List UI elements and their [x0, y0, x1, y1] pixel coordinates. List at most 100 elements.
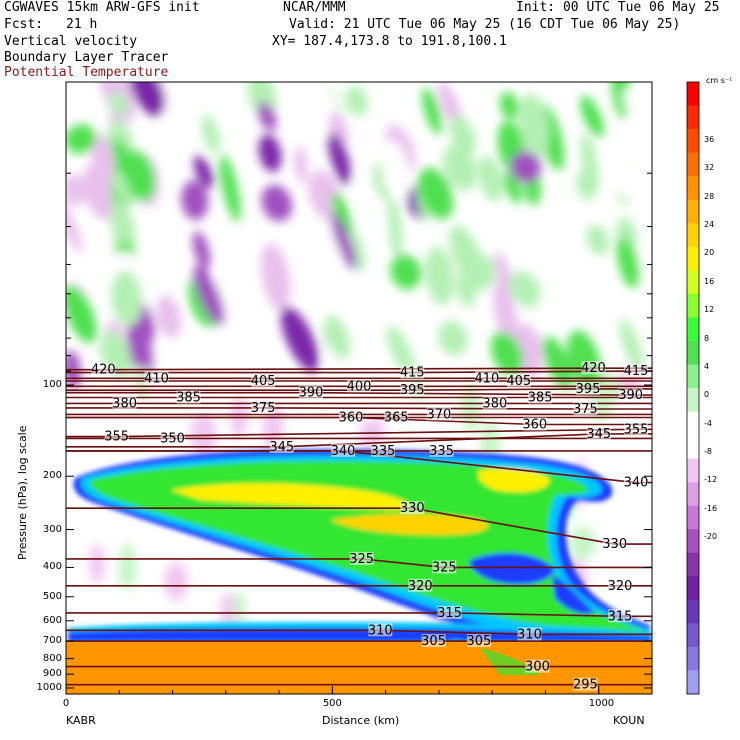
colorbar — [686, 81, 700, 695]
velocity-cell — [156, 295, 182, 339]
fcst-value: 21 h — [66, 17, 98, 32]
theta-label-bg — [251, 400, 276, 414]
init-time: Init: 00 UTC Tue 06 May 25 — [516, 0, 720, 15]
theta-label: 295 — [573, 678, 598, 693]
velocity-cell — [192, 231, 211, 269]
theta-label-bg — [602, 537, 627, 551]
velocity-cell — [494, 251, 513, 292]
velocity-cell — [386, 325, 415, 377]
velocity-cell — [584, 264, 607, 309]
velocity-cell — [438, 320, 468, 356]
y-tick-label: 900 — [42, 668, 62, 680]
theta-label: 375 — [573, 402, 598, 417]
velocity-cell — [418, 167, 454, 220]
velocity-cell — [499, 91, 519, 120]
velocity-cell — [575, 171, 595, 201]
field-bl-tracer: Boundary Layer Tracer — [4, 50, 169, 65]
velocity-cell — [258, 134, 282, 172]
colorbar-swatch — [687, 340, 699, 365]
colorbar-label: 28 — [704, 191, 715, 201]
y-tick-label: 700 — [42, 635, 62, 647]
colorbar-swatch — [687, 223, 699, 248]
y-tick-label: 500 — [42, 590, 62, 602]
x-tick-label: 500 — [322, 698, 342, 709]
theta-label: 360 — [522, 417, 547, 432]
colorbar-swatch — [687, 246, 699, 271]
theta-contours: 295 300 305 305 310 310 315 315 320 320 325 325 330 3… — [66, 361, 652, 693]
theta-label-bg — [429, 443, 454, 457]
velocity-shading: 295 300 305 305 310 310 315 315 320 320 325 325 330 3… — [66, 82, 652, 694]
velocity-cell — [328, 132, 351, 186]
theta-label: 365 — [384, 410, 409, 425]
colorbar-swatch — [687, 82, 699, 107]
velocity-cell — [490, 331, 524, 377]
theta-label: 360 — [339, 410, 364, 425]
velocity-cell — [580, 133, 600, 192]
colorbar-swatch — [687, 364, 699, 389]
theta-line-310 — [66, 629, 652, 636]
theta-label: 345 — [586, 427, 611, 442]
theta-label-bg — [91, 362, 116, 376]
colorbar-swatch — [687, 529, 699, 554]
y-tick-label: 300 — [42, 523, 62, 535]
colorbar-label: -12 — [704, 475, 718, 485]
theta-label-bg — [144, 371, 169, 385]
velocity-cell — [503, 172, 522, 204]
theta-label: 370 — [426, 407, 451, 422]
colorbar-units: cm s⁻¹ — [706, 76, 733, 85]
theta-label-bg — [618, 388, 643, 402]
colorbar-swatch — [687, 599, 699, 624]
theta-label: 395 — [576, 382, 601, 397]
boundary-layer-tracer — [66, 642, 652, 694]
velocity-cell — [331, 193, 353, 235]
theta-label: 355 — [624, 422, 649, 437]
theta-label-bg — [608, 609, 633, 623]
colorbar-label: -16 — [704, 503, 718, 513]
velocity-cell — [210, 274, 244, 343]
velocity-cell — [118, 543, 137, 591]
theta-label: 405 — [506, 374, 531, 389]
theta-line-330 — [66, 507, 652, 545]
theta-label-bg — [400, 501, 425, 515]
theta-label-bg — [528, 390, 553, 404]
theta-label: 415 — [400, 366, 425, 381]
theta-label-bg — [517, 627, 542, 641]
theta-label: 340 — [624, 476, 649, 491]
cloud-tracer-shading — [68, 449, 652, 668]
colorbar-swatch — [687, 152, 699, 177]
theta-label: 355 — [104, 430, 129, 445]
colorbar-swatch — [687, 435, 699, 460]
theta-label: 380 — [112, 396, 137, 411]
theta-label-bg — [573, 677, 598, 691]
colorbar-swatch — [687, 623, 699, 648]
velocity-cell — [616, 237, 639, 289]
theta-label: 340 — [331, 444, 356, 459]
x-tick-label: 0 — [62, 698, 70, 709]
theta-label: 310 — [517, 627, 542, 642]
colorbar-label: -4 — [704, 418, 712, 428]
colorbar-swatch — [687, 670, 699, 695]
theta-label-bg — [525, 659, 550, 673]
velocity-cell — [330, 213, 357, 270]
theta-label: 335 — [429, 444, 454, 459]
theta-label: 385 — [528, 391, 553, 406]
theta-label-bg — [576, 381, 601, 395]
velocity-cell — [261, 184, 293, 222]
velocity-cell — [111, 270, 143, 327]
colorbar-swatch — [687, 293, 699, 318]
theta-label: 390 — [618, 388, 643, 403]
theta-label: 310 — [368, 623, 393, 638]
velocity-cell — [449, 225, 488, 293]
theta-label-bg — [104, 429, 129, 443]
theta-label: 405 — [251, 374, 276, 389]
y-axis-label: Pressure (hPa), log scale — [16, 425, 29, 560]
theta-label-bg — [466, 634, 491, 648]
velocity-cell — [518, 93, 550, 157]
theta-line-325 — [66, 558, 652, 569]
velocity-cell — [390, 254, 422, 290]
velocity-cell — [580, 95, 605, 138]
colorbar-swatch — [687, 105, 699, 130]
theta-label-bg — [400, 383, 425, 397]
theta-label-bg — [299, 385, 324, 399]
